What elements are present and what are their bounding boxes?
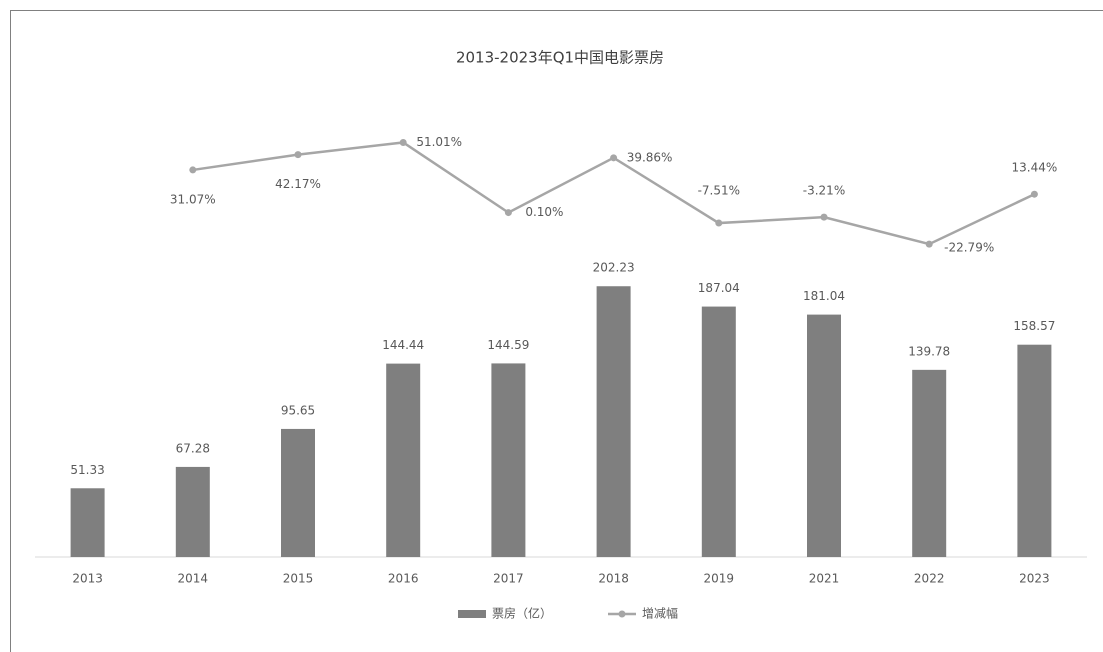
line-point — [189, 166, 197, 174]
x-tick-label: 2022 — [914, 572, 945, 586]
x-tick-label: 2019 — [704, 572, 735, 586]
line-point — [399, 138, 407, 146]
data-label: 181.04 — [803, 289, 845, 303]
data-label: 139.78 — [908, 344, 950, 358]
x-tick-label: 2015 — [283, 572, 314, 586]
data-label: 144.59 — [487, 338, 529, 352]
bar — [596, 286, 631, 557]
legend-swatch — [618, 610, 626, 618]
bar — [70, 488, 105, 557]
data-label: 13.44% — [1012, 161, 1058, 175]
x-tick-label: 2013 — [72, 572, 103, 586]
line-point — [504, 209, 512, 217]
bar — [386, 363, 421, 557]
line-point — [1030, 190, 1038, 198]
bar — [175, 466, 210, 557]
frame — [10, 10, 1103, 652]
bar — [807, 314, 841, 557]
chart-title: 2013-2023年Q1中国电影票房 — [456, 49, 664, 67]
data-label: 158.57 — [1013, 319, 1055, 333]
bar — [701, 306, 736, 557]
data-label: -7.51% — [698, 184, 740, 198]
line-point — [820, 213, 828, 221]
legend-label: 票房（亿） — [492, 606, 552, 621]
bar — [912, 369, 947, 557]
data-label: 187.04 — [698, 281, 740, 295]
line-point — [294, 151, 302, 159]
data-label: 144.44 — [382, 338, 424, 352]
data-label: -3.21% — [803, 184, 845, 198]
bar — [1017, 344, 1052, 557]
data-label: 51.01% — [416, 135, 462, 149]
x-tick-label: 2023 — [1019, 572, 1050, 586]
x-tick-label: 2016 — [388, 572, 419, 586]
x-tick-label: 2017 — [493, 572, 524, 586]
line-point — [715, 219, 723, 227]
data-label: 31.07% — [170, 192, 216, 206]
x-tick-label: 2018 — [598, 572, 629, 586]
x-tick-label: 2021 — [809, 572, 840, 586]
data-label: 42.17% — [275, 177, 321, 191]
data-label: 0.10% — [525, 205, 563, 219]
legend-label: 增减幅 — [642, 606, 678, 621]
data-label: 95.65 — [281, 403, 315, 417]
line-point — [610, 154, 618, 162]
data-label: 39.86% — [627, 150, 673, 164]
data-label: 67.28 — [176, 441, 210, 455]
data-label: 51.33 — [70, 463, 104, 477]
legend-swatch — [458, 610, 486, 618]
bar — [491, 363, 526, 557]
data-label: 202.23 — [593, 261, 635, 275]
line-point — [925, 240, 933, 248]
x-tick-label: 2014 — [178, 572, 209, 586]
data-label: -22.79% — [944, 241, 994, 255]
bar — [281, 428, 315, 557]
